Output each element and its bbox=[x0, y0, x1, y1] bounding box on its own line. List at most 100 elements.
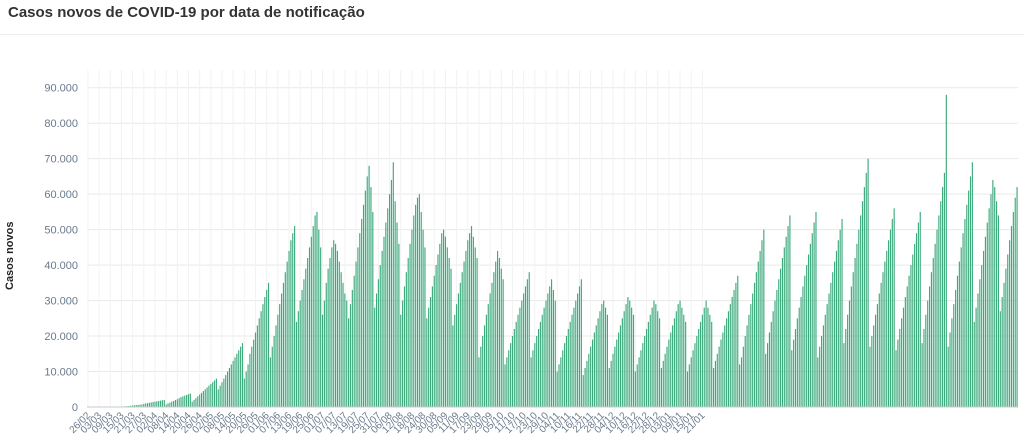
bar bbox=[722, 332, 724, 407]
bar bbox=[457, 293, 460, 407]
bar bbox=[292, 233, 294, 407]
bar bbox=[858, 229, 860, 407]
bar bbox=[213, 380, 216, 407]
y-tick-label: 0 bbox=[72, 402, 78, 414]
bar bbox=[228, 367, 231, 407]
bar bbox=[137, 404, 139, 407]
bar bbox=[655, 304, 657, 407]
bar bbox=[739, 364, 741, 407]
bar bbox=[569, 321, 571, 407]
bar bbox=[670, 332, 672, 407]
bar bbox=[130, 405, 132, 407]
y-tick-label: 80.000 bbox=[44, 118, 78, 130]
bar bbox=[247, 364, 249, 407]
bar bbox=[582, 375, 584, 407]
bar bbox=[912, 254, 914, 407]
bar bbox=[627, 297, 629, 407]
bar bbox=[766, 343, 769, 407]
bar bbox=[653, 300, 655, 407]
bar bbox=[433, 275, 435, 407]
bar bbox=[506, 357, 508, 407]
bar bbox=[314, 215, 316, 407]
bar bbox=[521, 300, 523, 407]
bar bbox=[822, 325, 824, 407]
bar bbox=[217, 389, 219, 407]
bar bbox=[294, 226, 296, 407]
bar bbox=[351, 289, 353, 407]
bar bbox=[642, 343, 644, 407]
bar bbox=[780, 268, 782, 407]
bar bbox=[510, 343, 512, 407]
bar bbox=[342, 282, 344, 407]
bar bbox=[539, 321, 541, 407]
bar bbox=[554, 300, 556, 407]
bar bbox=[796, 318, 798, 407]
bar bbox=[225, 375, 227, 407]
bar bbox=[366, 176, 368, 407]
bar bbox=[770, 321, 772, 407]
bar bbox=[928, 286, 931, 407]
bar bbox=[705, 300, 707, 407]
bar bbox=[204, 389, 206, 407]
bar bbox=[444, 236, 447, 407]
bar bbox=[580, 279, 582, 407]
bar bbox=[832, 272, 834, 407]
bar bbox=[182, 396, 184, 407]
bar bbox=[556, 371, 558, 407]
bar bbox=[785, 236, 787, 407]
bar bbox=[675, 311, 677, 407]
bar bbox=[273, 336, 275, 407]
bar bbox=[753, 282, 756, 407]
bar bbox=[135, 405, 137, 407]
bar bbox=[146, 403, 149, 407]
bar bbox=[184, 395, 186, 407]
bar bbox=[1012, 211, 1014, 407]
bar bbox=[711, 321, 713, 407]
bar bbox=[744, 336, 746, 407]
bar bbox=[951, 318, 953, 407]
bar bbox=[826, 304, 828, 407]
bar bbox=[798, 307, 800, 407]
bar bbox=[413, 215, 415, 407]
bar bbox=[560, 357, 562, 407]
bar bbox=[223, 378, 225, 407]
y-tick-labels: 0 10.000 20.000 30.000 40.000 50.000 60.000 70.… bbox=[44, 83, 78, 414]
bar bbox=[621, 318, 623, 407]
bar bbox=[681, 307, 683, 407]
bar bbox=[254, 332, 257, 407]
bar bbox=[541, 314, 543, 407]
bar-chart: 0 10.000 20.000 30.000 40.000 50.000 60.000 70.… bbox=[44, 70, 1018, 436]
bar bbox=[511, 336, 514, 407]
bar bbox=[500, 268, 502, 407]
bar bbox=[781, 258, 784, 407]
bar bbox=[597, 318, 599, 407]
bar bbox=[286, 261, 288, 407]
bar bbox=[297, 311, 299, 407]
bar bbox=[498, 258, 501, 407]
bar bbox=[269, 357, 271, 407]
bar bbox=[148, 402, 150, 407]
bar bbox=[824, 314, 826, 407]
y-tick-label: 60.000 bbox=[44, 189, 78, 201]
bar bbox=[258, 318, 260, 407]
bar bbox=[565, 336, 568, 407]
bar bbox=[482, 336, 484, 407]
bar bbox=[755, 272, 757, 407]
bar bbox=[461, 272, 463, 407]
bar bbox=[714, 360, 716, 407]
bar bbox=[871, 336, 873, 407]
bar bbox=[387, 208, 389, 407]
bar bbox=[200, 392, 203, 407]
bar bbox=[698, 328, 700, 407]
bar bbox=[709, 314, 711, 407]
bar bbox=[1007, 254, 1009, 407]
bar bbox=[290, 240, 292, 407]
bar bbox=[167, 403, 169, 407]
bar bbox=[874, 314, 877, 407]
bar bbox=[908, 275, 910, 407]
bar bbox=[718, 346, 720, 407]
bar bbox=[577, 293, 579, 407]
bar bbox=[986, 222, 988, 407]
bar bbox=[793, 339, 795, 407]
bar bbox=[999, 311, 1001, 407]
